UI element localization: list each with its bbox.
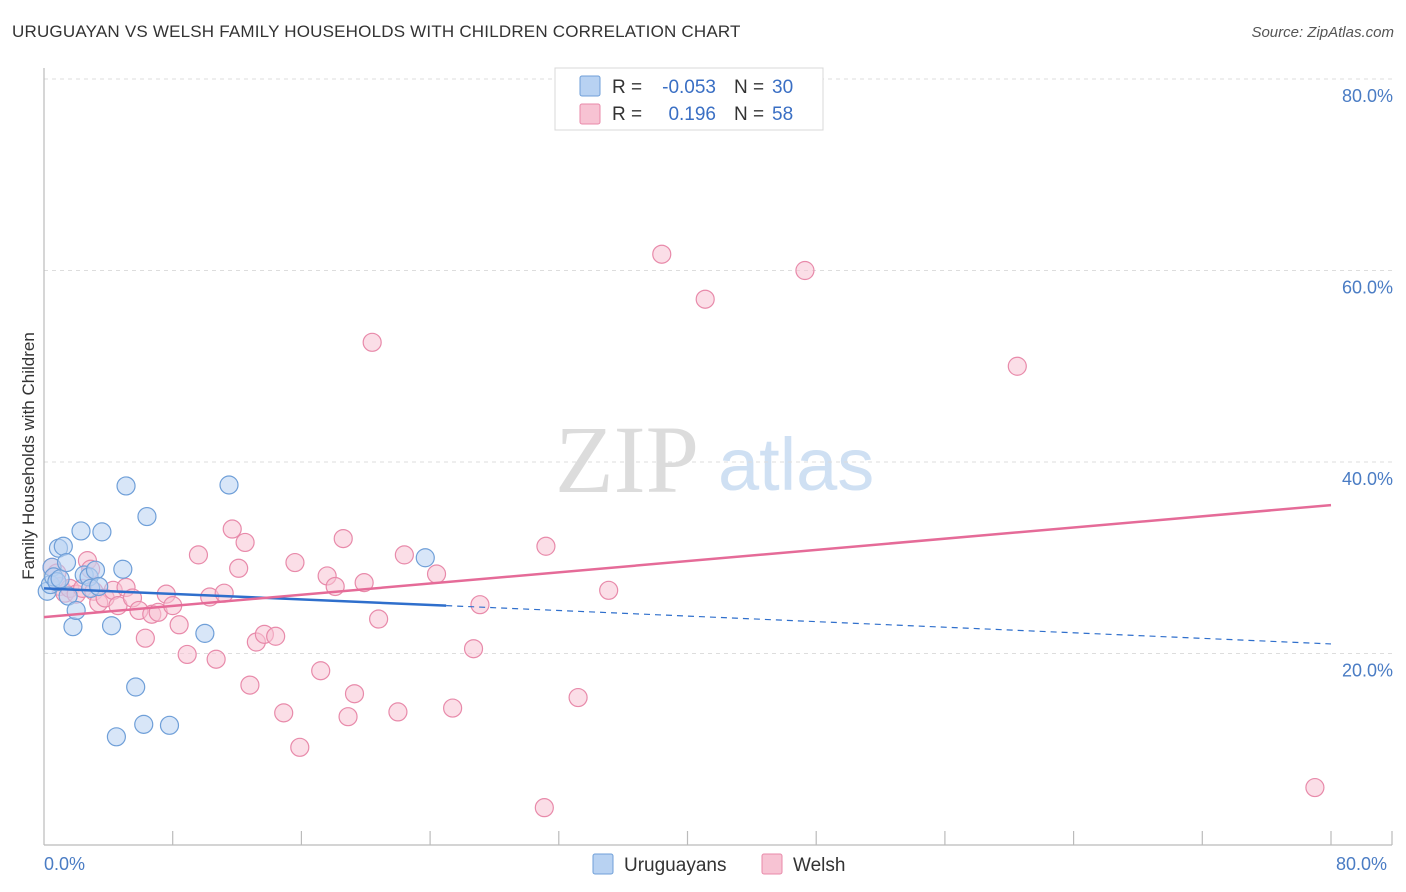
- y-tick-label-80: 80.0%: [1342, 86, 1393, 106]
- legend-swatch-welsh: [579, 103, 601, 125]
- uruguayan-point-8: [56, 552, 77, 573]
- welsh-point-35: [274, 703, 294, 723]
- welsh-point-17: [135, 628, 155, 648]
- uruguayan-point-17: [89, 576, 109, 597]
- welsh-point-52: [470, 595, 490, 615]
- uruguayan-point-28: [219, 475, 239, 495]
- welsh-point-54: [568, 687, 588, 708]
- legend-swatch-uruguayans: [579, 75, 601, 97]
- legend-n-value-2: 58: [772, 104, 793, 125]
- welsh-point-47: [388, 702, 408, 722]
- bottom-legend-label-uruguayans: Uruguayans: [624, 855, 726, 876]
- welsh-point-61: [1305, 777, 1325, 798]
- bottom-legend-swatch-uruguayans: [592, 853, 614, 875]
- uruguayan-point-16: [85, 560, 106, 580]
- uruguayan-point-25: [159, 715, 180, 735]
- welsh-point-27: [214, 583, 234, 603]
- correlation-legend: R = -0.053 N = 30 R = 0.196 N = 58: [554, 67, 824, 131]
- uruguayan-point-6: [50, 569, 70, 589]
- uruguayan-point-20: [113, 559, 133, 579]
- welsh-point-42: [338, 707, 358, 727]
- uruguayan-point-19: [101, 616, 122, 636]
- welsh-point-36: [285, 552, 305, 573]
- legend-r-label-1: R =: [612, 77, 642, 98]
- welsh-point-30: [235, 532, 255, 553]
- welsh-point-49: [426, 564, 447, 584]
- legend-r-label-2: R =: [612, 104, 642, 125]
- welsh-point-51: [463, 639, 484, 659]
- y-tick-label-40: 40.0%: [1342, 469, 1393, 489]
- watermark-atlas: atlas: [718, 423, 874, 506]
- chart-title: URUGUAYAN VS WELSH FAMILY HOUSEHOLDS WIT…: [12, 22, 741, 41]
- welsh-point-31: [240, 675, 260, 695]
- uruguayan-points: [37, 475, 435, 747]
- welsh-point-38: [311, 661, 331, 681]
- x-tick-label-min: 0.0%: [44, 854, 85, 874]
- welsh-point-34: [266, 626, 286, 646]
- welsh-point-55: [599, 580, 619, 600]
- uruguayan-point-12: [71, 521, 91, 541]
- uruguayan-point-27: [195, 623, 215, 643]
- source-label: Source: ZipAtlas.com: [1251, 24, 1394, 41]
- uruguayan-trend-line: [43, 587, 447, 607]
- welsh-point-29: [229, 558, 249, 578]
- welsh-point-53: [536, 536, 556, 556]
- legend-r-value-1: -0.053: [662, 77, 716, 98]
- bottom-legend-swatch-welsh: [761, 853, 783, 875]
- welsh-point-37: [290, 737, 310, 757]
- legend-n-label-2: N =: [734, 104, 764, 125]
- uruguayan-point-9: [58, 586, 78, 606]
- welsh-point-22: [169, 615, 189, 635]
- bottom-legend-label-welsh: Welsh: [793, 855, 845, 876]
- welsh-point-50: [443, 698, 463, 718]
- welsh-point-41: [333, 528, 353, 549]
- series-legend: Uruguayans Welsh: [592, 853, 845, 876]
- uruguayan-point-18: [92, 522, 112, 542]
- uruguayan-point-22: [137, 506, 157, 527]
- legend-n-value-1: 30: [772, 77, 793, 98]
- uruguayan-point-11: [66, 600, 86, 621]
- x-axis-ticks: [172, 831, 1393, 845]
- y-axis-title: Family Households with Children: [19, 332, 38, 580]
- welsh-point-26: [206, 649, 226, 669]
- welsh-point-57: [695, 289, 715, 309]
- welsh-trend-line: [43, 503, 1332, 619]
- gridlines: [44, 78, 1392, 654]
- welsh-point-23: [177, 644, 197, 665]
- welsh-point-48: [394, 545, 414, 565]
- welsh-points: [42, 244, 1325, 818]
- welsh-point-46: [369, 609, 389, 629]
- y-tick-label-20: 20.0%: [1342, 661, 1393, 681]
- uruguayan-point-7: [53, 536, 73, 556]
- trend-lines: [43, 503, 1332, 645]
- welsh-point-56: [652, 244, 672, 264]
- uruguayan-trend-extension: [446, 605, 1332, 645]
- uruguayan-point-24: [134, 714, 154, 734]
- y-tick-label-60: 60.0%: [1342, 278, 1393, 298]
- welsh-point-60: [534, 798, 554, 818]
- uruguayan-point-26: [106, 727, 126, 747]
- x-tick-label-max: 80.0%: [1336, 854, 1387, 874]
- uruguayan-point-23: [126, 677, 146, 697]
- welsh-point-58: [795, 260, 815, 281]
- legend-r-value-2: 0.196: [668, 104, 716, 125]
- welsh-point-28: [222, 519, 242, 539]
- welsh-point-59: [1007, 356, 1027, 376]
- uruguayan-point-21: [116, 476, 136, 496]
- welsh-point-43: [344, 684, 365, 704]
- uruguayan-point-29: [415, 548, 435, 568]
- uruguayan-point-10: [63, 617, 83, 637]
- y-axis-tick-labels: 20.0% 40.0% 60.0% 80.0%: [1342, 86, 1393, 681]
- welsh-point-24: [188, 545, 209, 565]
- legend-n-label-1: N =: [734, 77, 764, 98]
- welsh-point-45: [362, 332, 382, 352]
- watermark-zip: ZIP: [555, 406, 699, 513]
- welsh-point-44: [354, 573, 374, 593]
